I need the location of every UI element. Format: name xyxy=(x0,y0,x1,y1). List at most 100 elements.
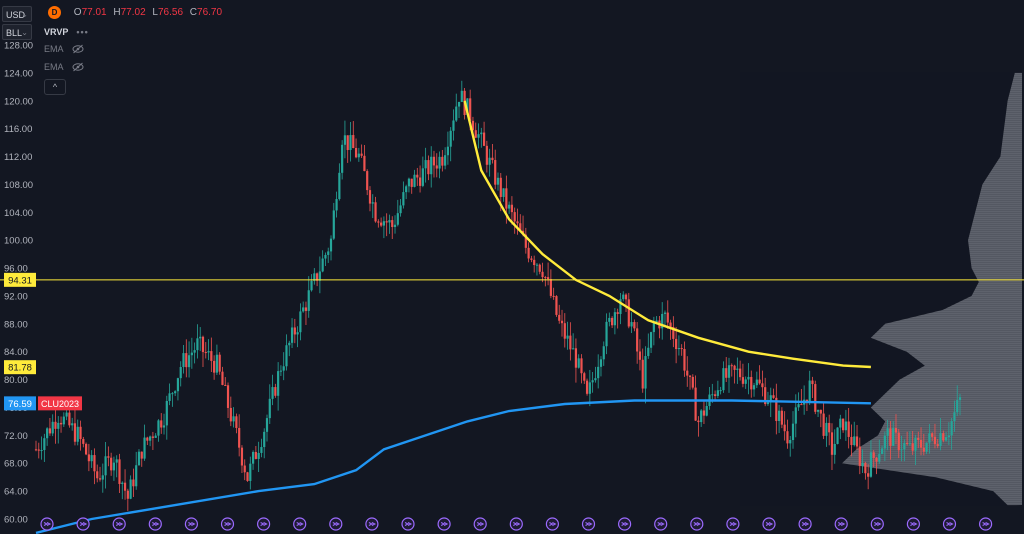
candle-body xyxy=(68,412,71,426)
y-tick-label: 60.00 xyxy=(4,515,28,526)
candle-body xyxy=(260,447,263,453)
candle-body xyxy=(499,177,502,197)
candle-body xyxy=(471,120,475,131)
candle-body xyxy=(583,373,586,381)
candle-body xyxy=(407,178,411,187)
currency-selector[interactable]: USD ⌄ xyxy=(2,6,32,22)
candle-body xyxy=(371,202,374,204)
candle-body xyxy=(752,385,756,390)
candle-body xyxy=(850,436,853,446)
candle-body xyxy=(510,204,514,213)
y-tick-label: 100.00 xyxy=(4,236,33,247)
candle-body xyxy=(661,313,664,329)
candle-body xyxy=(251,451,255,464)
candle-body xyxy=(750,376,753,390)
event-marker-arrow xyxy=(43,522,52,526)
candle-body xyxy=(622,294,625,300)
candle-body xyxy=(410,178,413,187)
candle-body xyxy=(847,421,850,437)
candle-body xyxy=(357,153,360,158)
candle-body xyxy=(399,205,402,214)
candle-body xyxy=(716,390,719,396)
candle-body xyxy=(819,409,822,414)
event-marker-arrow xyxy=(260,522,268,526)
candle-body xyxy=(240,447,244,466)
collapse-legend-button[interactable]: ^ xyxy=(44,79,66,95)
candle-body xyxy=(157,420,160,436)
candle-body xyxy=(814,384,817,412)
candle-body xyxy=(828,422,831,433)
candle-body xyxy=(232,416,235,422)
candle-body xyxy=(535,264,539,266)
candle-body xyxy=(769,395,772,403)
indicator-vrvp[interactable]: VRVP ••• xyxy=(44,27,89,37)
candle-body xyxy=(853,436,856,446)
candle-body xyxy=(599,359,603,367)
candle-body xyxy=(883,435,886,449)
indicator-ema-1[interactable]: EMA xyxy=(44,44,84,54)
candle-body xyxy=(274,387,277,396)
candle-body xyxy=(104,456,107,476)
event-marker-arrow xyxy=(729,522,738,526)
candle-body xyxy=(96,471,99,479)
candle-body xyxy=(112,462,116,471)
candle-body xyxy=(474,130,477,138)
candle-body xyxy=(833,443,836,455)
candle-body xyxy=(354,147,358,158)
candle-body xyxy=(591,380,594,383)
indicator-ema-2[interactable]: EMA xyxy=(44,62,84,72)
candle-body xyxy=(906,442,909,444)
candle-body xyxy=(349,135,352,151)
candle-body xyxy=(421,168,424,186)
candle-body xyxy=(374,202,377,222)
candle-body xyxy=(452,120,455,131)
candle-body xyxy=(560,320,564,324)
candle-body xyxy=(725,368,728,378)
candle-body xyxy=(544,277,547,279)
eye-hidden-icon[interactable] xyxy=(72,44,84,54)
candle-body xyxy=(268,398,271,419)
candle-body xyxy=(488,157,491,165)
y-tick-label: 92.00 xyxy=(4,291,28,302)
candle-body xyxy=(925,442,928,452)
candle-body xyxy=(577,358,580,368)
candle-body xyxy=(343,135,347,145)
candle-body xyxy=(218,354,221,372)
candle-body xyxy=(844,421,847,431)
interval-badge[interactable]: D xyxy=(48,6,61,19)
candle-body xyxy=(519,223,522,231)
candle-body xyxy=(822,413,825,436)
candle-body xyxy=(727,365,731,378)
candle-body xyxy=(34,449,38,451)
candle-body xyxy=(263,431,266,448)
candle-body xyxy=(555,296,558,315)
candle-body xyxy=(572,348,575,350)
candle-body xyxy=(764,387,767,405)
candle-body xyxy=(182,353,185,367)
candle-body xyxy=(797,404,800,408)
candle-body xyxy=(900,449,903,451)
symbol-badge-bg xyxy=(38,396,82,411)
candle-body xyxy=(546,277,550,280)
candle-body xyxy=(580,358,583,374)
event-marker-arrow xyxy=(224,522,232,526)
candle-body xyxy=(697,420,700,423)
candle-body xyxy=(842,418,845,431)
candle-body xyxy=(800,404,803,406)
candle-body xyxy=(388,220,391,223)
more-options-icon[interactable]: ••• xyxy=(76,27,89,37)
candle-body xyxy=(783,424,786,432)
candle-body xyxy=(469,98,472,121)
candle-body xyxy=(444,155,447,166)
candle-body xyxy=(123,482,127,491)
candle-body xyxy=(869,452,873,477)
candle-body xyxy=(513,212,516,222)
candle-body xyxy=(775,397,778,421)
candle-body xyxy=(199,336,202,339)
candle-body xyxy=(59,422,63,425)
candle-body xyxy=(680,348,683,350)
symbol-selector[interactable]: BLL ⌄ xyxy=(2,24,32,40)
eye-hidden-icon[interactable] xyxy=(72,62,84,72)
candle-body xyxy=(588,382,591,394)
